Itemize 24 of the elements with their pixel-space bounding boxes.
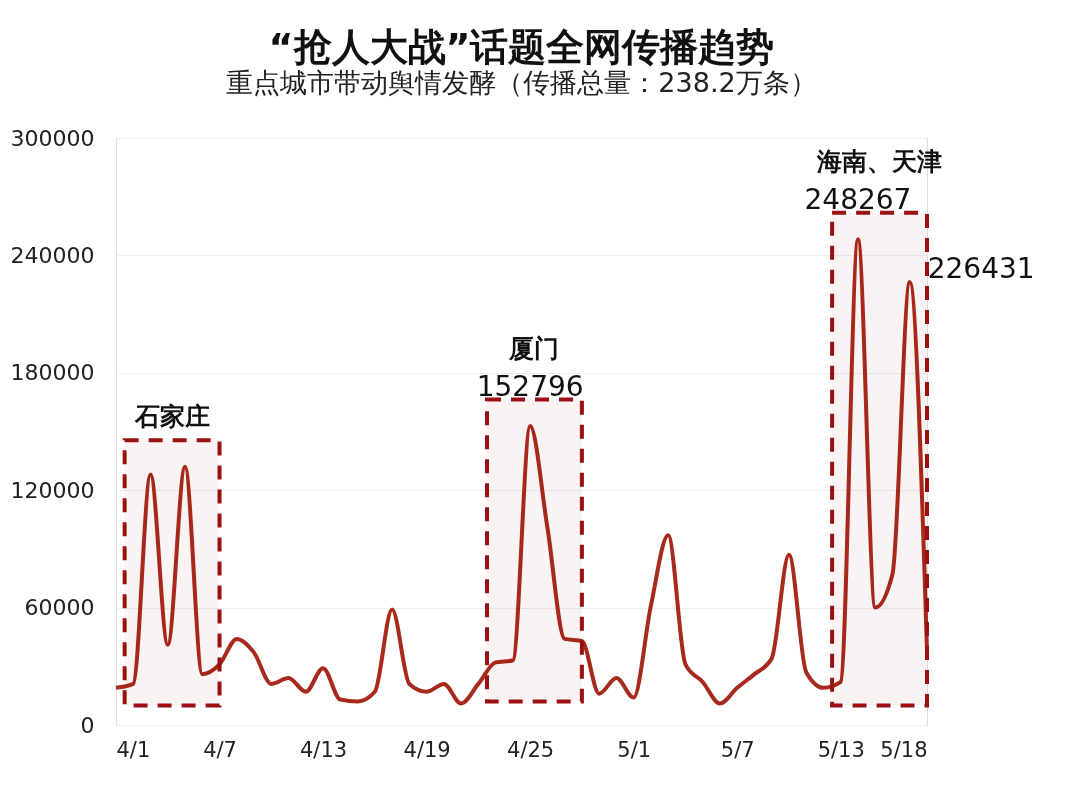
y-tick-label: 300000 [10, 125, 95, 151]
y-tick-label: 0 [80, 712, 95, 738]
y-tick-label: 240000 [10, 242, 95, 268]
x-tick-label: 5/13 [817, 737, 865, 762]
y-tick-label: 180000 [10, 360, 95, 386]
x-tick-label: 5/7 [720, 737, 755, 762]
x-tick-label: 4/1 [116, 737, 151, 762]
x-tick-label: 4/19 [403, 737, 451, 762]
x-tick-label: 5/1 [617, 737, 652, 762]
data-label: 152796 [476, 370, 584, 404]
chart-title: “抢人大战”话题全网传播趋势 [268, 25, 775, 69]
chart-subtitle: 重点城市带动舆情发酵（传播总量：238.2万条） [226, 67, 817, 98]
x-tick-label: 4/25 [507, 737, 555, 762]
x-tick-label: 4/13 [299, 737, 348, 762]
x-tick-label: 4/7 [203, 737, 237, 762]
y-tick-label: 120000 [10, 477, 95, 503]
band-label: 海南、天津 [816, 146, 943, 176]
data-label: 226431 [927, 251, 1035, 285]
line-series [114, 237, 929, 706]
band-label: 石家庄 [133, 402, 210, 432]
data-label: 248267 [804, 183, 912, 217]
x-tick-label: 5/18 [880, 737, 928, 762]
y-tick-label: 60000 [24, 595, 95, 621]
band-label: 厦门 [508, 333, 560, 363]
